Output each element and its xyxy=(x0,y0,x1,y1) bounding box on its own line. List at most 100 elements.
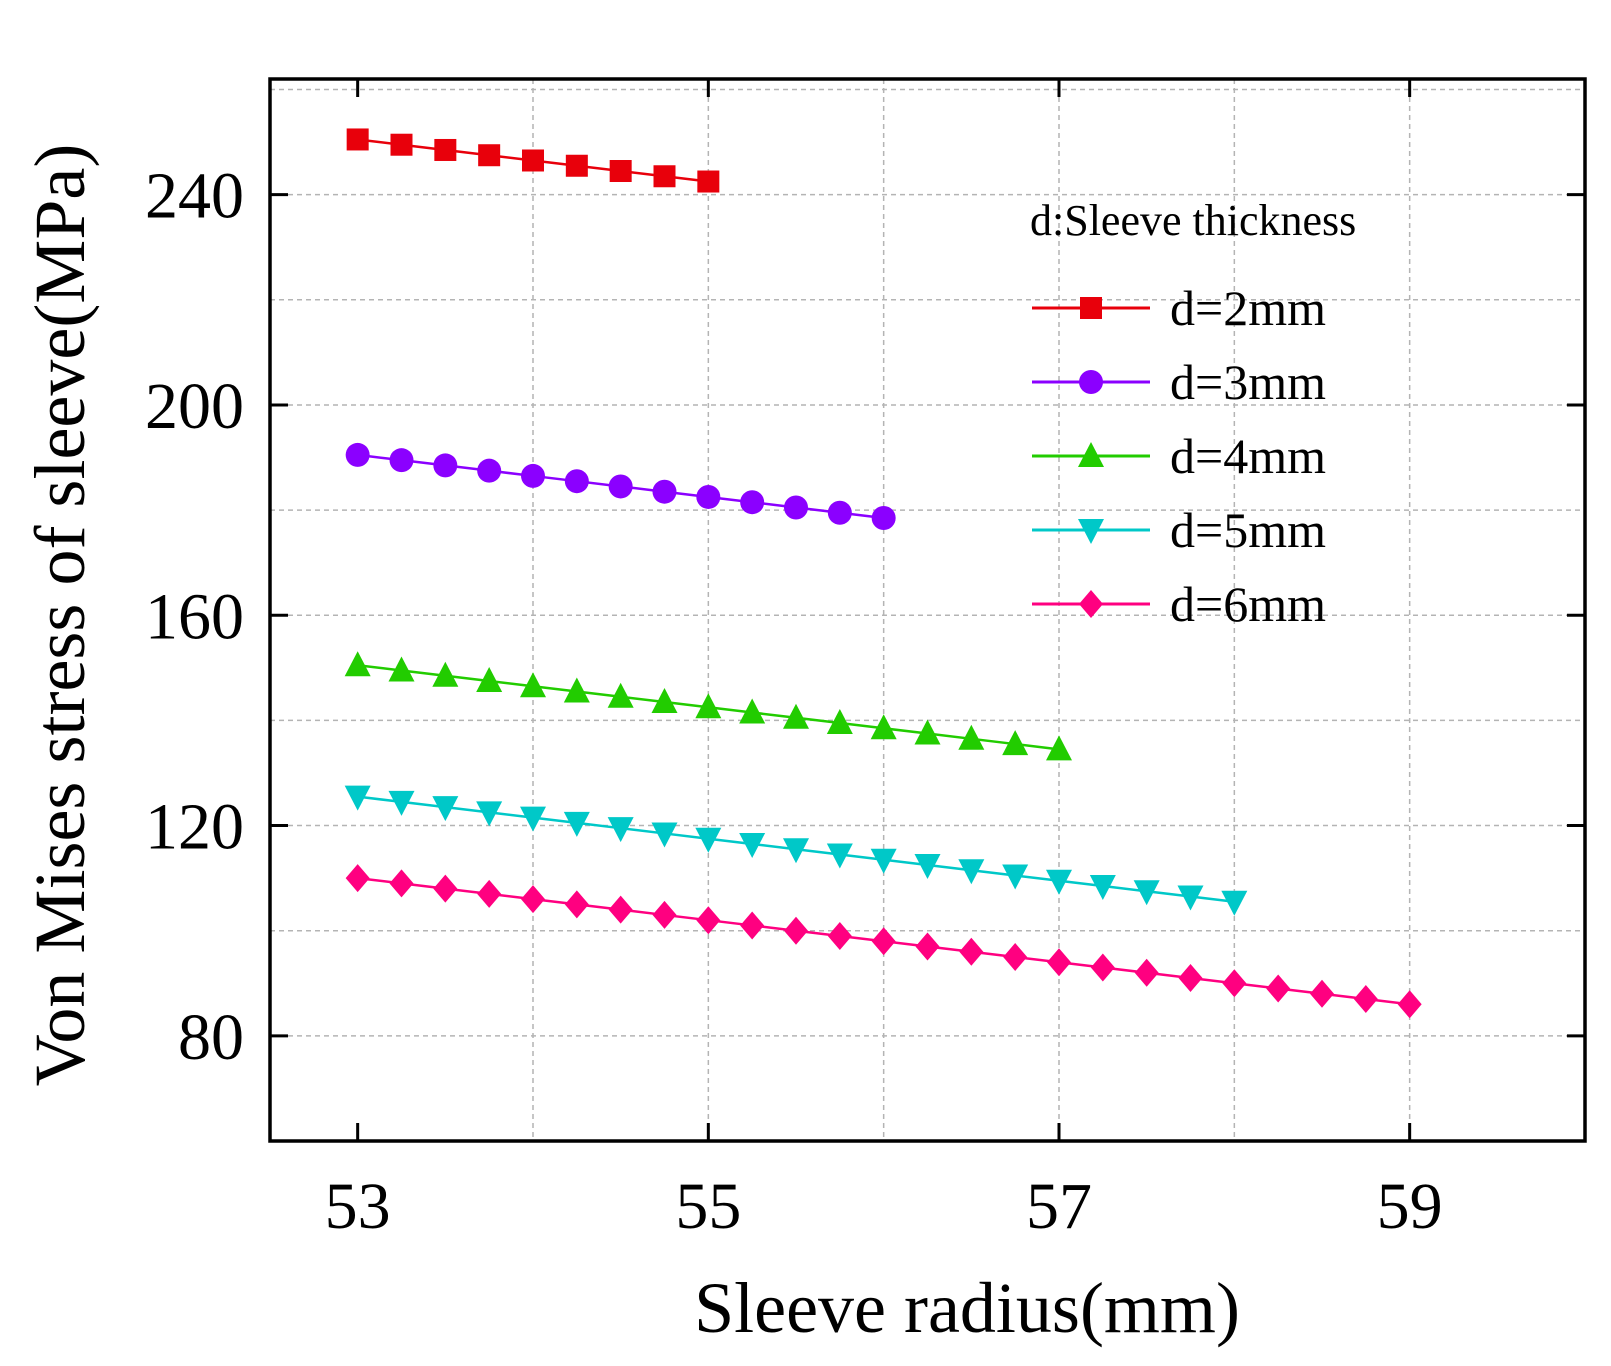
data-point xyxy=(433,874,458,903)
legend-entry: d=2mm xyxy=(1032,280,1326,336)
data-point xyxy=(915,932,940,961)
data-series xyxy=(344,128,1422,1019)
data-point xyxy=(1221,890,1248,916)
data-point xyxy=(608,474,633,499)
data-point xyxy=(345,864,370,893)
data-point xyxy=(1046,869,1072,895)
data-point xyxy=(563,811,590,837)
data-point xyxy=(432,661,459,687)
axes: 53 55 57 59 80 120 160 200 240 xyxy=(145,77,1587,1243)
data-point xyxy=(697,170,720,193)
data-point xyxy=(784,495,808,520)
data-point xyxy=(521,885,545,914)
data-point xyxy=(652,479,677,504)
data-point xyxy=(696,484,721,509)
legend-marker xyxy=(1079,590,1103,618)
data-point xyxy=(740,490,765,515)
data-point xyxy=(476,801,503,827)
data-point xyxy=(1177,885,1204,911)
data-point xyxy=(434,138,457,161)
data-point xyxy=(827,500,852,525)
data-point xyxy=(739,832,766,858)
data-point xyxy=(783,838,809,864)
data-point xyxy=(346,128,369,151)
data-point xyxy=(826,709,853,735)
data-point xyxy=(959,937,984,966)
data-point xyxy=(696,906,721,935)
data-point xyxy=(388,790,415,816)
data-point xyxy=(914,719,941,745)
data-point xyxy=(1397,990,1422,1019)
data-point xyxy=(521,463,545,488)
data-point xyxy=(958,724,985,750)
data-point xyxy=(1266,974,1291,1003)
data-point xyxy=(1353,985,1378,1014)
legend-entry: d=5mm xyxy=(1032,502,1326,558)
series-d-2mm xyxy=(346,128,720,193)
data-point xyxy=(1047,948,1071,977)
x-tick-label: 53 xyxy=(325,1170,391,1243)
data-point xyxy=(914,853,941,879)
data-point xyxy=(784,916,808,945)
data-point xyxy=(1310,979,1334,1008)
data-point xyxy=(958,859,985,885)
y-tick-label: 240 xyxy=(145,160,244,233)
data-point xyxy=(1090,953,1115,982)
series-d-5mm xyxy=(344,785,1248,916)
series-d-6mm xyxy=(345,864,1422,1019)
data-point xyxy=(564,469,589,494)
data-point xyxy=(653,165,676,188)
y-tick-label: 120 xyxy=(145,791,244,864)
legend-marker xyxy=(1079,370,1103,394)
data-point xyxy=(870,714,897,740)
legend-label: d=2mm xyxy=(1170,280,1326,336)
legend-label: d=4mm xyxy=(1170,428,1326,484)
data-point xyxy=(695,827,722,853)
data-point xyxy=(344,785,371,811)
data-point xyxy=(478,144,501,167)
x-tick-label: 55 xyxy=(675,1170,741,1243)
data-point xyxy=(344,651,371,677)
data-point xyxy=(1003,942,1028,971)
data-point xyxy=(783,703,809,729)
data-point xyxy=(345,442,370,467)
series-d-4mm xyxy=(344,651,1072,761)
data-point xyxy=(871,505,896,530)
legend-entry: d=6mm xyxy=(1032,576,1326,632)
x-tick-label: 59 xyxy=(1377,1170,1443,1243)
data-point xyxy=(652,900,677,929)
data-point xyxy=(739,698,766,724)
series-d-3mm xyxy=(345,442,896,530)
data-point xyxy=(651,688,678,714)
data-point xyxy=(564,890,589,919)
data-point xyxy=(1089,875,1116,901)
legend-marker xyxy=(1078,519,1104,544)
data-point xyxy=(1178,964,1203,993)
data-point xyxy=(388,656,415,682)
x-tick-label: 57 xyxy=(1026,1170,1092,1243)
legend-label: d=6mm xyxy=(1170,576,1326,632)
data-point xyxy=(651,822,678,848)
legend-title: d:Sleeve thickness xyxy=(1030,196,1356,245)
legend-marker xyxy=(1080,297,1102,319)
data-point xyxy=(476,666,503,692)
data-point xyxy=(826,843,853,869)
data-point xyxy=(740,911,765,940)
data-point xyxy=(565,154,588,177)
legend-entry: d=4mm xyxy=(1032,428,1326,484)
data-point xyxy=(520,672,546,698)
y-tick-label: 160 xyxy=(145,580,244,653)
data-point xyxy=(432,796,459,822)
data-point xyxy=(433,453,458,478)
data-point xyxy=(1134,958,1159,987)
data-point xyxy=(1133,880,1160,906)
data-point xyxy=(390,133,413,156)
data-point xyxy=(607,817,634,843)
y-tick-label: 200 xyxy=(145,370,244,443)
data-point xyxy=(477,458,502,483)
data-point xyxy=(522,149,544,172)
data-point xyxy=(871,927,896,956)
legend-marker xyxy=(1078,442,1104,467)
data-point xyxy=(563,677,590,703)
